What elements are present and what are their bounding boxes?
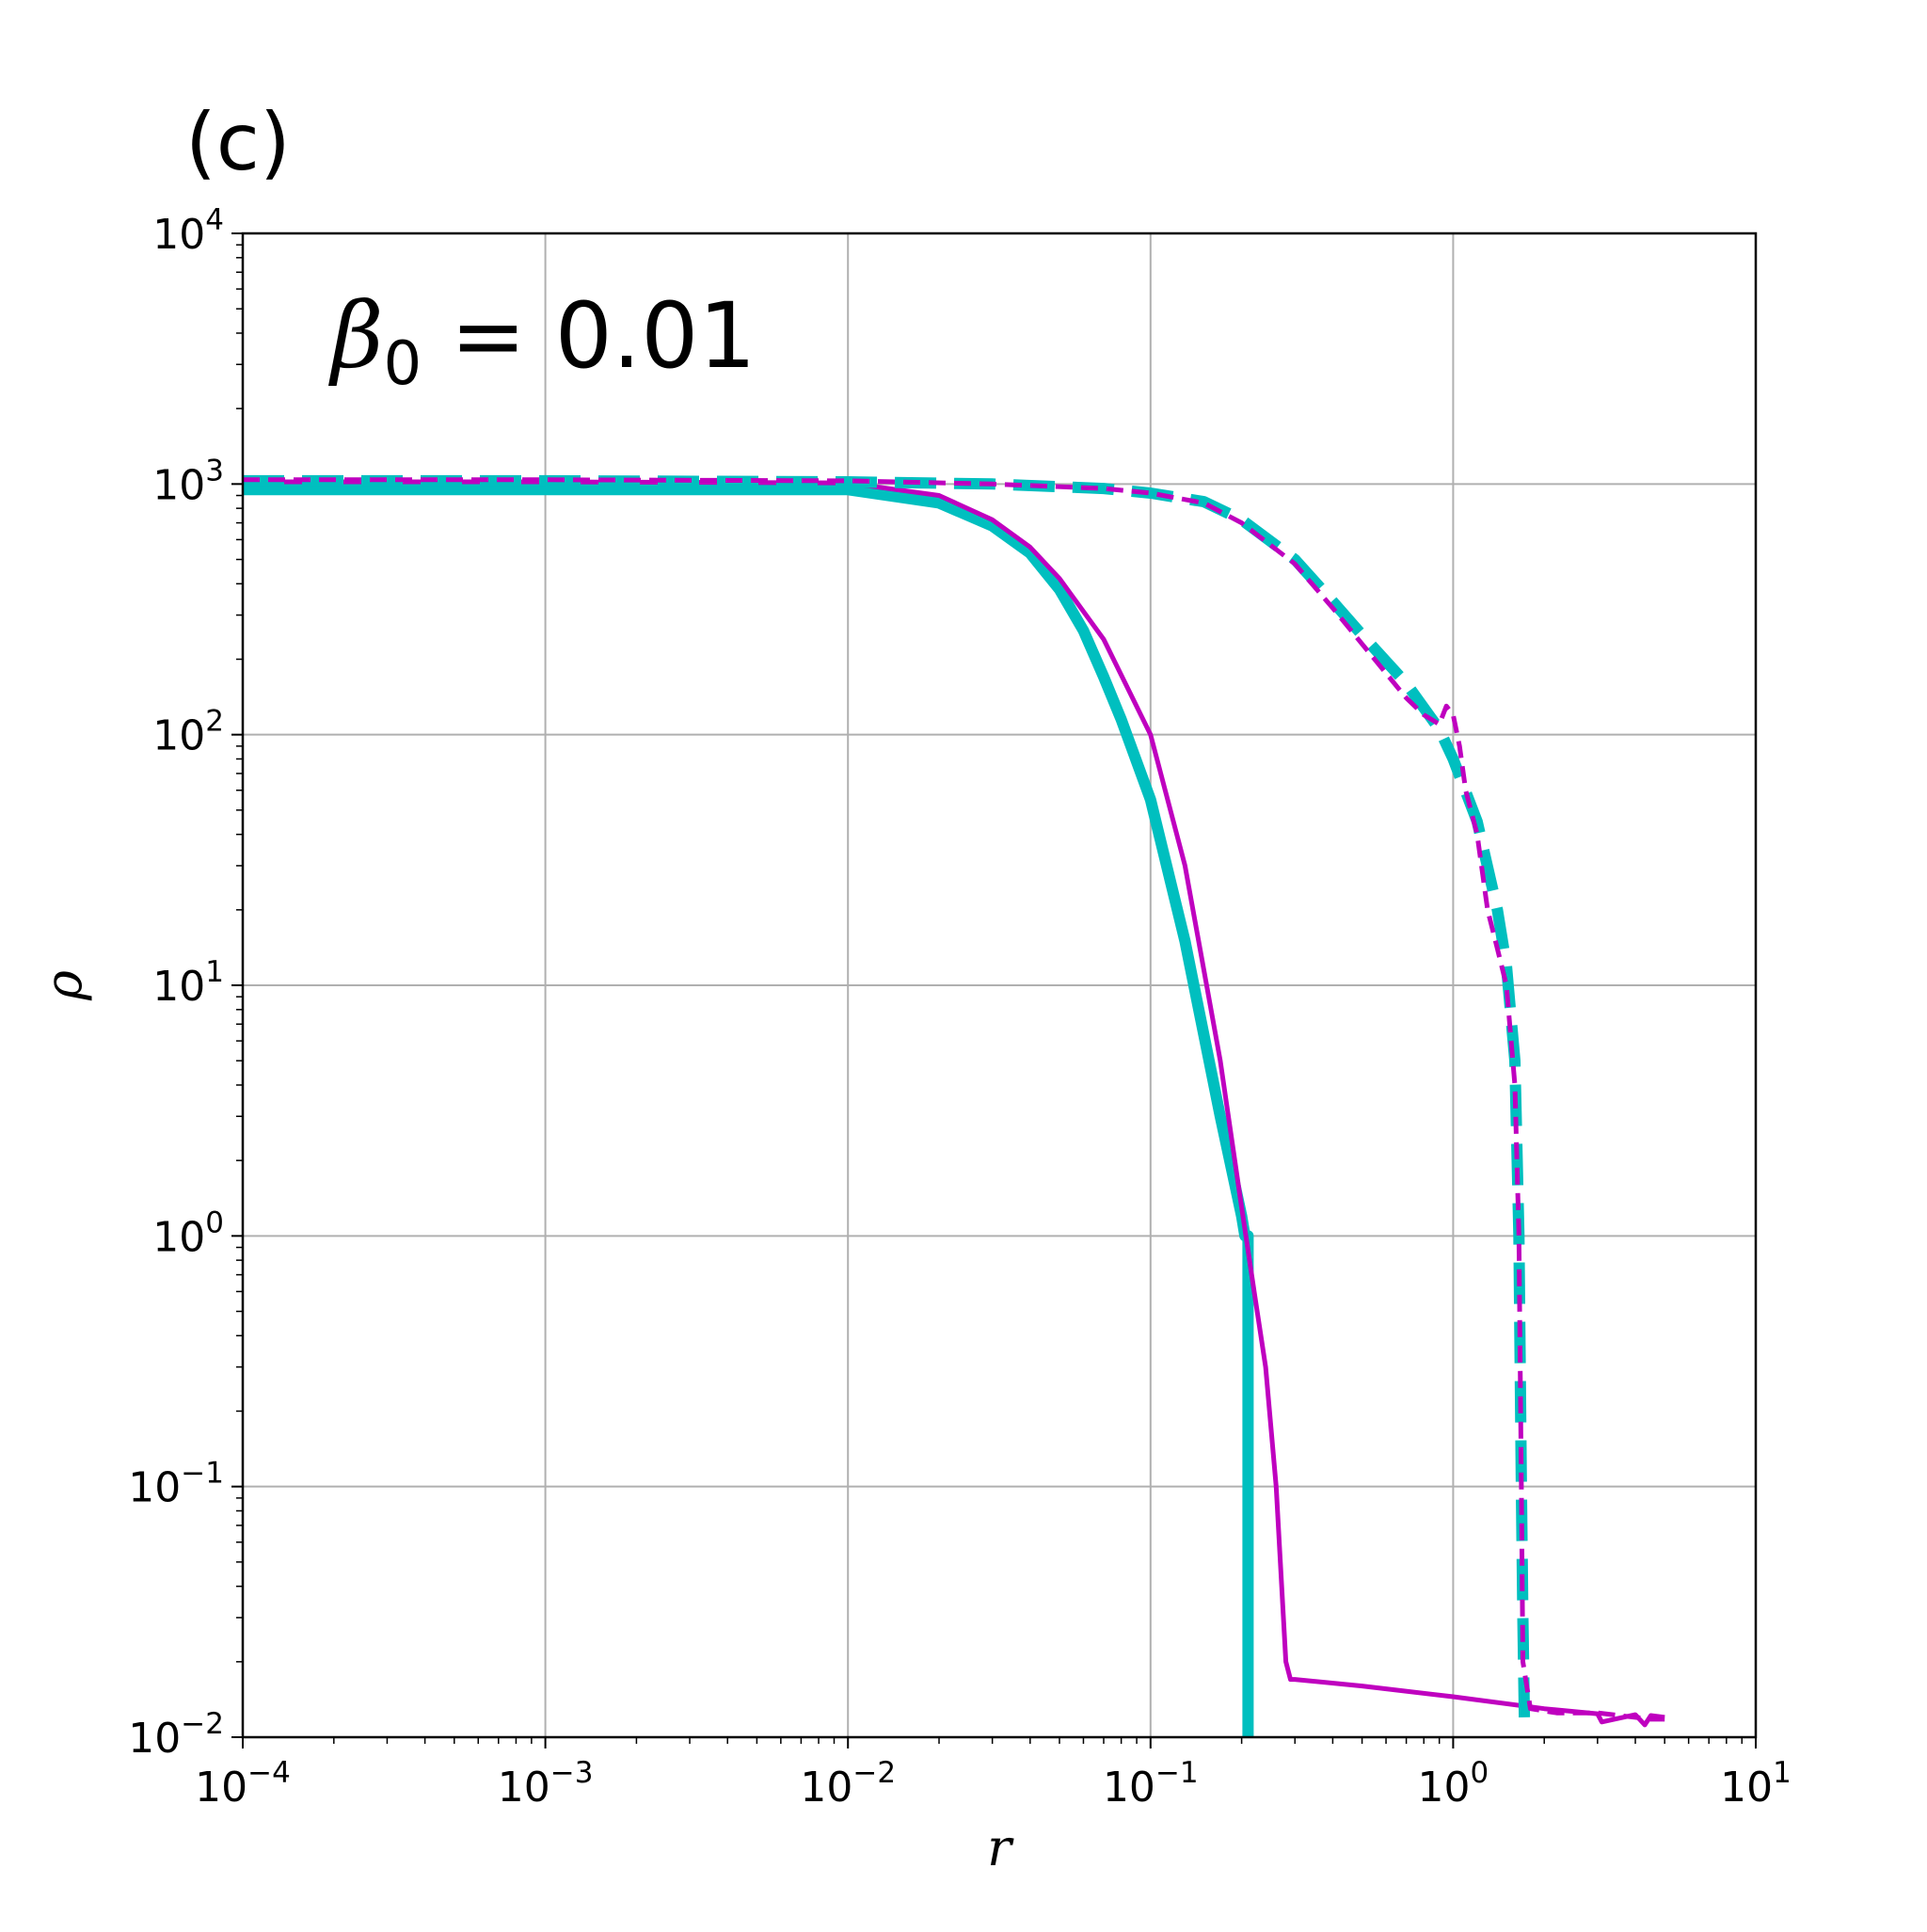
x-tick-label: 101 bbox=[1720, 1756, 1792, 1812]
y-tick-label: 10−1 bbox=[128, 1457, 224, 1512]
beta-annotation: β0 = 0.01 bbox=[328, 283, 756, 399]
plot-frame bbox=[241, 232, 1758, 1739]
grid-lines bbox=[242, 232, 1757, 1738]
series-line-0 bbox=[243, 484, 1254, 1737]
x-tick-label: 10−1 bbox=[1103, 1756, 1199, 1812]
tick-labels: 10−4 10−3 10−2 10−1 100 101 10−2 10−1 100 101 102 1… bbox=[128, 203, 1792, 1812]
y-tick-label: 103 bbox=[152, 454, 224, 509]
x-axis-label: r bbox=[987, 1818, 1014, 1877]
x-tick-label: 10−4 bbox=[195, 1756, 291, 1812]
series-line-3 bbox=[243, 477, 1665, 1722]
y-tick-label: 102 bbox=[152, 705, 224, 760]
x-tick-label: 10−2 bbox=[800, 1756, 896, 1812]
tick-marks bbox=[231, 232, 1757, 1748]
y-tick-label: 100 bbox=[152, 1206, 224, 1261]
x-tick-label: 10−3 bbox=[498, 1756, 594, 1812]
y-axis-label: ρ bbox=[34, 970, 93, 1001]
panel-label: (c) bbox=[185, 96, 291, 188]
x-tick-label: 100 bbox=[1418, 1756, 1489, 1812]
y-tick-label: 101 bbox=[152, 955, 224, 1011]
y-tick-label: 10−2 bbox=[128, 1707, 224, 1763]
series-line-2 bbox=[243, 474, 1531, 1717]
y-tick-label: 104 bbox=[152, 203, 224, 259]
series-line-1 bbox=[243, 479, 1665, 1728]
series-group bbox=[243, 474, 1665, 1737]
